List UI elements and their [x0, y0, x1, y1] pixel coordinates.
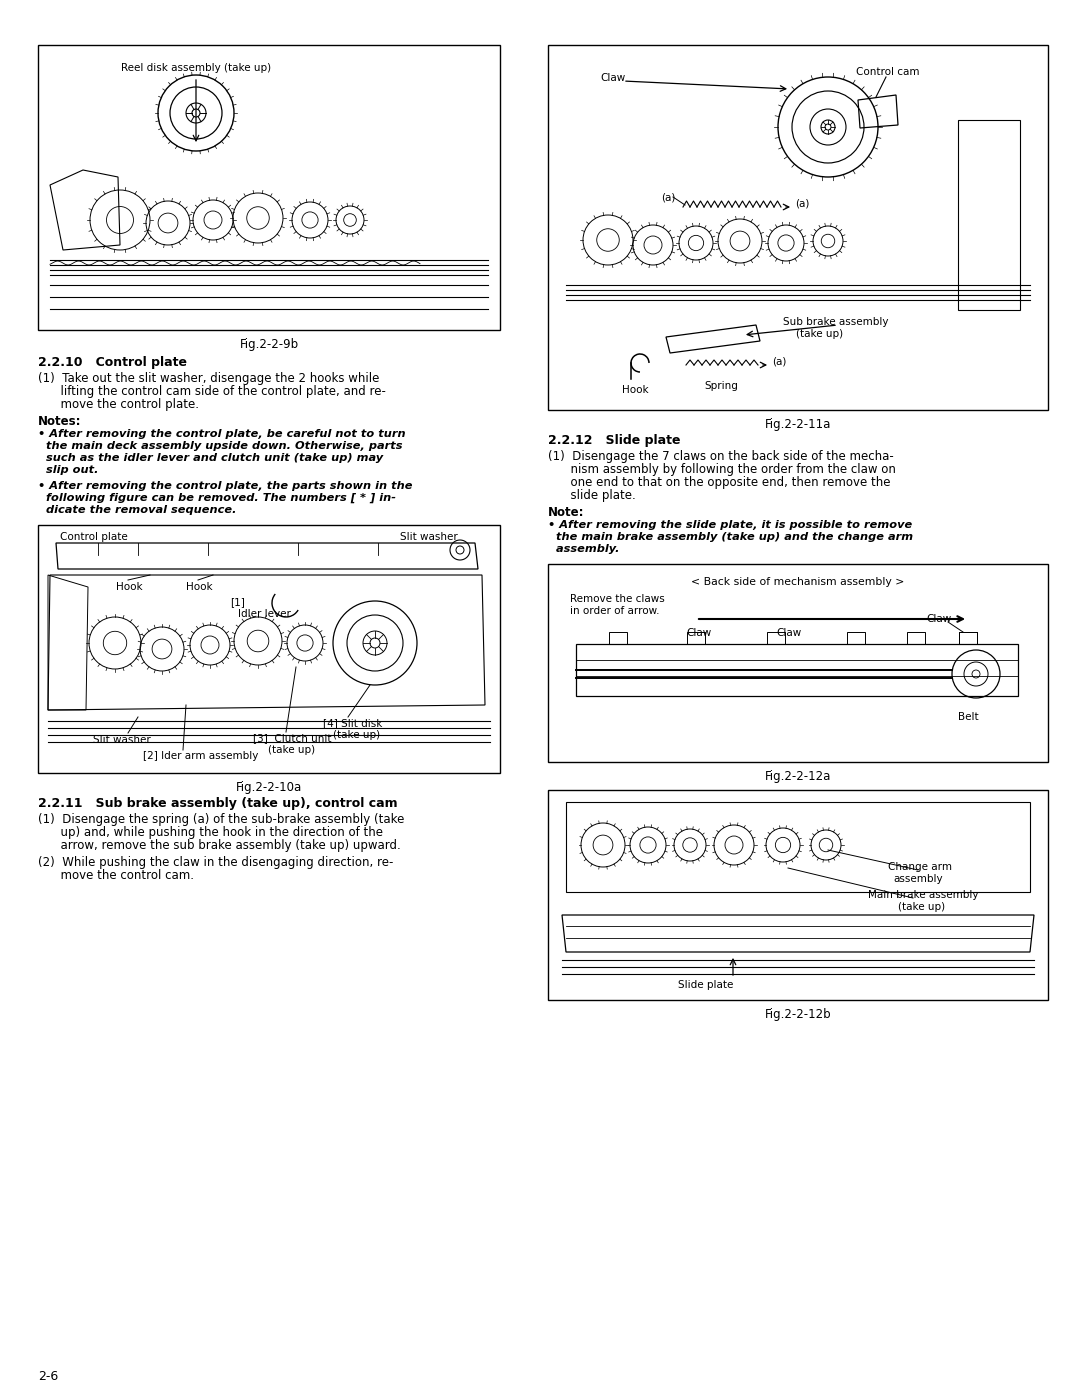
Text: Fig.2-2-12a: Fig.2-2-12a — [765, 770, 832, 782]
Text: (a): (a) — [661, 193, 675, 203]
Text: (1)  Disengage the 7 claws on the back side of the mecha-: (1) Disengage the 7 claws on the back si… — [548, 450, 894, 462]
Bar — [959, 631, 977, 644]
Text: Belt: Belt — [958, 712, 978, 722]
Text: [1]: [1] — [230, 597, 245, 608]
Bar — [959, 631, 977, 644]
Text: [4] Slit disk: [4] Slit disk — [323, 718, 382, 728]
Text: (take up): (take up) — [268, 745, 315, 754]
Text: (take up): (take up) — [796, 330, 843, 339]
Text: such as the idler lever and clutch unit (take up) may: such as the idler lever and clutch unit … — [38, 453, 383, 462]
Bar — [576, 644, 1018, 696]
Text: arrow, remove the sub brake assembly (take up) upward.: arrow, remove the sub brake assembly (ta… — [38, 840, 401, 852]
Bar — [907, 631, 924, 644]
Text: slip out.: slip out. — [38, 465, 98, 475]
Text: Claw: Claw — [686, 629, 712, 638]
Text: • After removing the control plate, the parts shown in the: • After removing the control plate, the … — [38, 481, 413, 490]
Text: (a): (a) — [795, 198, 809, 208]
Bar — [548, 789, 1048, 1000]
Text: [2] Ider arm assembly: [2] Ider arm assembly — [143, 752, 258, 761]
Text: Idler lever: Idler lever — [238, 609, 291, 619]
Text: Notes:: Notes: — [38, 415, 81, 427]
Text: Control cam: Control cam — [856, 67, 919, 77]
Text: Change arm: Change arm — [888, 862, 951, 872]
Text: (a): (a) — [772, 356, 786, 366]
Text: following figure can be removed. The numbers [ * ] in-: following figure can be removed. The num… — [38, 493, 396, 503]
Text: Sub brake assembly: Sub brake assembly — [783, 317, 889, 327]
Text: Hook: Hook — [116, 583, 143, 592]
Text: assembly.: assembly. — [548, 543, 620, 555]
Text: (1)  Disengage the spring (a) of the sub-brake assembly (take: (1) Disengage the spring (a) of the sub-… — [38, 813, 404, 826]
Text: lifting the control cam side of the control plate, and re-: lifting the control cam side of the cont… — [38, 386, 386, 398]
Text: Slit washer: Slit washer — [93, 735, 151, 745]
Text: dicate the removal sequence.: dicate the removal sequence. — [38, 504, 237, 515]
Bar — [687, 631, 705, 644]
Text: 2.2.10   Control plate: 2.2.10 Control plate — [38, 356, 187, 369]
Text: one end to that on the opposite end, then remove the: one end to that on the opposite end, the… — [548, 476, 891, 489]
Text: • After removing the slide plate, it is possible to remove: • After removing the slide plate, it is … — [548, 520, 913, 529]
Text: up) and, while pushing the hook in the direction of the: up) and, while pushing the hook in the d… — [38, 826, 383, 840]
Text: Hook: Hook — [622, 386, 649, 395]
Text: move the control cam.: move the control cam. — [38, 869, 194, 882]
Text: Fig.2-2-10a: Fig.2-2-10a — [235, 781, 302, 793]
Text: Note:: Note: — [548, 506, 584, 520]
Text: 2.2.11   Sub brake assembly (take up), control cam: 2.2.11 Sub brake assembly (take up), con… — [38, 798, 397, 810]
Text: move the control plate.: move the control plate. — [38, 398, 199, 411]
Bar — [548, 564, 1048, 761]
Bar — [548, 45, 1048, 409]
Text: nism assembly by following the order from the claw on: nism assembly by following the order fro… — [548, 462, 896, 476]
Text: assembly: assembly — [893, 875, 943, 884]
Text: [3]  Clutch unit: [3] Clutch unit — [253, 733, 332, 743]
Text: Claw: Claw — [777, 629, 801, 638]
Bar — [609, 631, 627, 644]
Text: in order of arrow.: in order of arrow. — [570, 606, 660, 616]
Text: slide plate.: slide plate. — [548, 489, 636, 502]
Text: 2.2.12   Slide plate: 2.2.12 Slide plate — [548, 434, 680, 447]
Text: Fig.2-2-12b: Fig.2-2-12b — [765, 1009, 832, 1021]
Text: < Back side of mechanism assembly >: < Back side of mechanism assembly > — [691, 577, 905, 587]
Text: Spring: Spring — [704, 381, 738, 391]
Text: the main brake assembly (take up) and the change arm: the main brake assembly (take up) and th… — [548, 532, 913, 542]
Bar — [38, 45, 500, 330]
Text: Control plate: Control plate — [60, 532, 127, 542]
Bar — [767, 631, 785, 644]
Text: Slit washer: Slit washer — [400, 532, 458, 542]
Text: (take up): (take up) — [333, 731, 380, 740]
Text: Fig.2-2-9b: Fig.2-2-9b — [240, 338, 298, 351]
Text: Remove the claws: Remove the claws — [570, 594, 665, 604]
Text: (take up): (take up) — [897, 902, 945, 912]
Text: Fig.2-2-11a: Fig.2-2-11a — [765, 418, 832, 432]
Bar — [566, 802, 1030, 893]
Text: Main brake assembly: Main brake assembly — [868, 890, 978, 900]
Text: Slide plate: Slide plate — [678, 981, 733, 990]
Text: Claw: Claw — [926, 615, 951, 624]
Bar — [847, 631, 865, 644]
Text: Claw: Claw — [600, 73, 625, 82]
Text: (1)  Take out the slit washer, disengage the 2 hooks while: (1) Take out the slit washer, disengage … — [38, 372, 379, 386]
Text: Hook: Hook — [186, 583, 213, 592]
Text: (2)  While pushing the claw in the disengaging direction, re-: (2) While pushing the claw in the diseng… — [38, 856, 393, 869]
Text: 2-6: 2-6 — [38, 1370, 58, 1383]
Bar — [38, 525, 500, 773]
Text: Reel disk assembly (take up): Reel disk assembly (take up) — [121, 63, 271, 73]
Text: the main deck assembly upside down. Otherwise, parts: the main deck assembly upside down. Othe… — [38, 441, 403, 451]
Text: • After removing the control plate, be careful not to turn: • After removing the control plate, be c… — [38, 429, 406, 439]
